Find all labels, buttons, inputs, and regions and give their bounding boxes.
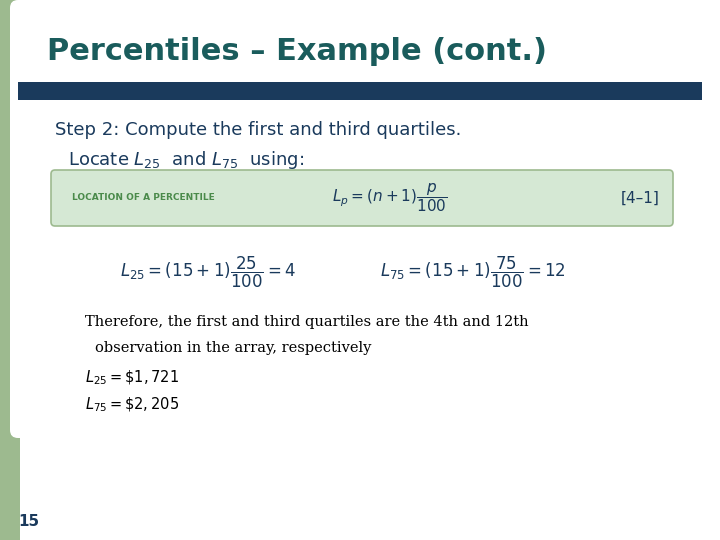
Text: Step 2: Compute the first and third quartiles.: Step 2: Compute the first and third quar… bbox=[55, 121, 462, 139]
Text: $L_{75} = \$2,205$: $L_{75} = \$2,205$ bbox=[85, 396, 179, 414]
Text: Percentiles – Example (cont.): Percentiles – Example (cont.) bbox=[47, 37, 547, 66]
Bar bbox=[0, 110, 20, 540]
Text: $L_p = (n + 1)\dfrac{p}{100}$: $L_p = (n + 1)\dfrac{p}{100}$ bbox=[332, 181, 448, 214]
Text: LOCATION OF A PERCENTILE: LOCATION OF A PERCENTILE bbox=[72, 193, 215, 202]
Bar bbox=[0, 0, 42, 110]
Text: Therefore, the first and third quartiles are the 4th and 12th: Therefore, the first and third quartiles… bbox=[85, 315, 528, 329]
Text: $L_{75} = (15+1)\dfrac{75}{100} = 12$: $L_{75} = (15+1)\dfrac{75}{100} = 12$ bbox=[380, 254, 566, 289]
Text: 15: 15 bbox=[18, 515, 39, 530]
FancyBboxPatch shape bbox=[51, 170, 673, 226]
Text: observation in the array, respectively: observation in the array, respectively bbox=[95, 341, 372, 355]
Text: [4–1]: [4–1] bbox=[621, 191, 660, 206]
Text: Locate $L_{25}$  and $L_{75}$  using:: Locate $L_{25}$ and $L_{75}$ using: bbox=[68, 149, 304, 171]
Bar bbox=[18, 82, 702, 100]
Text: $L_{25} = (15+1)\dfrac{25}{100} = 4$: $L_{25} = (15+1)\dfrac{25}{100} = 4$ bbox=[120, 254, 296, 289]
FancyBboxPatch shape bbox=[10, 0, 720, 438]
Text: $L_{25} = \$1,721$: $L_{25} = \$1,721$ bbox=[85, 369, 179, 387]
